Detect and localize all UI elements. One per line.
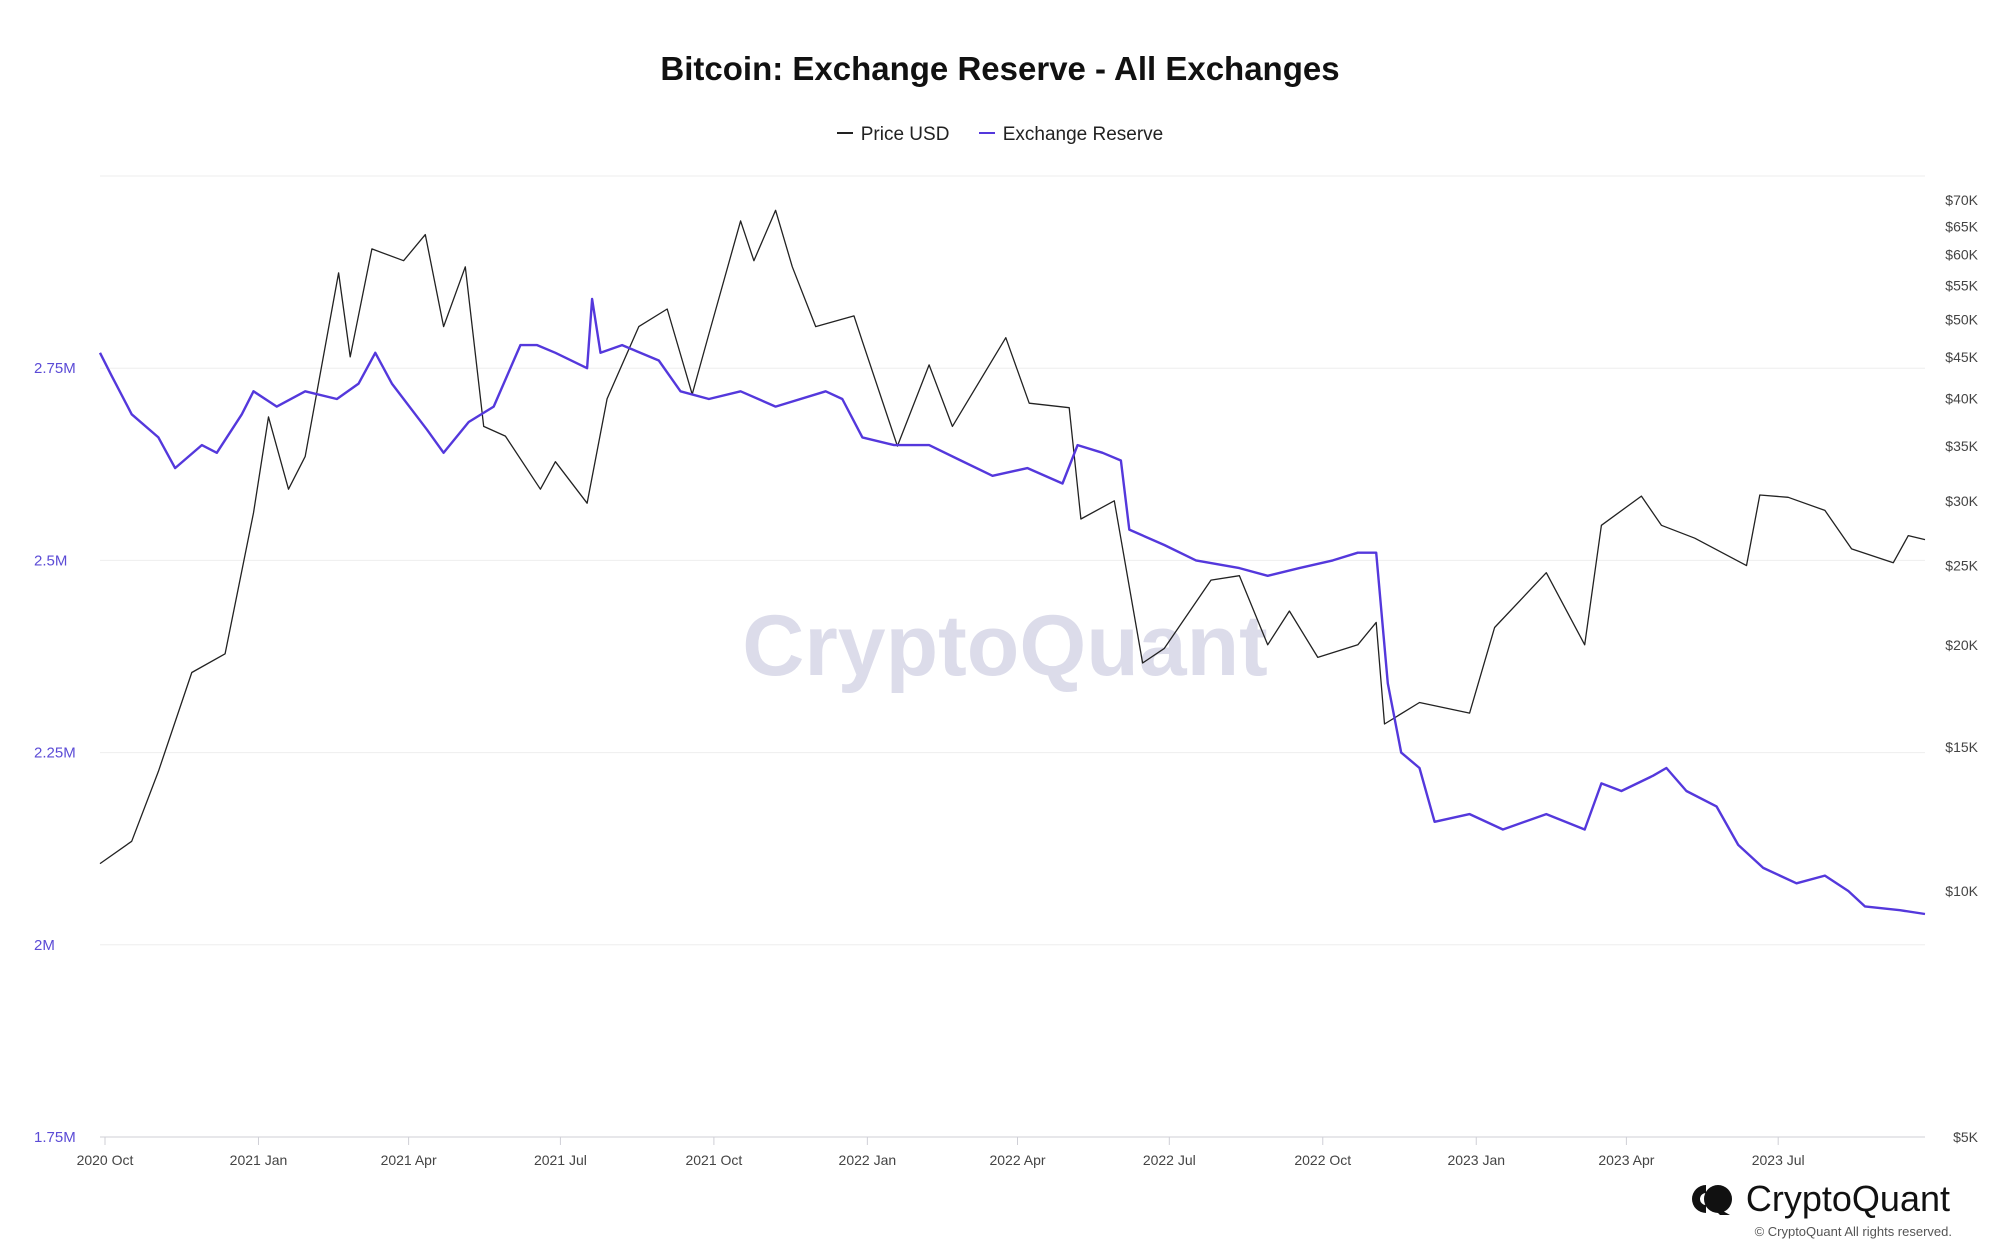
right-tick-label: $70K [1945,192,1978,208]
right-tick-label: $15K [1945,739,1978,755]
right-tick-label: $20K [1945,637,1978,653]
right-tick-label: $45K [1945,349,1978,365]
x-tick-label: 2023 Jan [1447,1152,1505,1168]
legend-label-reserve: Exchange Reserve [1002,124,1164,145]
x-tick-label: 2022 Apr [989,1152,1045,1168]
x-tick-label: 2021 Apr [381,1152,437,1168]
left-tick-label: 2.75M [34,360,76,377]
right-tick-label: $35K [1945,438,1978,454]
left-tick-label: 2M [34,937,55,954]
grid-lines [100,175,1925,1138]
watermark: CryptoQuant [742,598,1268,694]
x-tick-label: 2021 Jul [534,1152,587,1168]
series-exchange-reserve-line [98,297,1926,916]
legend-swatch-reserve [978,131,995,134]
x-tick-label: 2022 Jul [1143,1152,1196,1168]
right-tick-label: $50K [1945,311,1978,327]
right-tick-label: $55K [1945,278,1978,294]
legend-swatch-price [836,131,853,134]
right-tick-label: $65K [1945,218,1978,234]
right-axis: $5K $10K $15K $20K $25K $30K $35K $40K $45K $50K $… [1945,192,1978,1145]
x-axis: 2020 Oct 2021 Jan 2021 Apr 2021 Jul 2021 Oct… [77,1137,1805,1168]
right-tick-label: $40K [1945,391,1978,407]
series-layer [98,209,1926,916]
left-axis: 1.75M 2M 2.25M 2.5M 2.75M [34,360,76,1146]
legend-item-price[interactable]: Price USD [836,124,950,146]
right-tick-label: $60K [1945,247,1978,263]
legend-item-reserve[interactable]: Exchange Reserve [978,124,1164,146]
x-tick-label: 2021 Oct [685,1152,742,1168]
x-tick-label: 2023 Jul [1752,1152,1805,1168]
left-tick-label: 2.25M [34,745,76,762]
left-tick-label: 1.75M [34,1129,76,1146]
x-tick-label: 2023 Apr [1598,1152,1654,1168]
right-tick-label: $25K [1945,558,1978,574]
x-tick-label: 2022 Oct [1294,1152,1351,1168]
chart-title: Bitcoin: Exchange Reserve - All Exchange… [660,50,1340,87]
x-tick-label: 2021 Jan [230,1152,288,1168]
brand-name: CryptoQuant [1745,1178,1950,1219]
series-price-usd-line [99,209,1926,865]
right-tick-label: $30K [1945,493,1978,509]
left-tick-label: 2.5M [34,552,67,569]
x-tick-label: 2022 Jan [839,1152,897,1168]
right-tick-label: $10K [1945,883,1978,899]
cryptoquant-logo-icon [1691,1185,1732,1215]
right-tick-label: $5K [1953,1129,1979,1145]
x-tick-label: 2020 Oct [77,1152,134,1168]
legend: Price USD Exchange Reserve [0,124,2000,146]
copyright: © CryptoQuant All rights reserved. [1754,1224,1952,1239]
brand-logo: CryptoQuant [1690,1178,1950,1220]
legend-label-price: Price USD [860,124,950,145]
